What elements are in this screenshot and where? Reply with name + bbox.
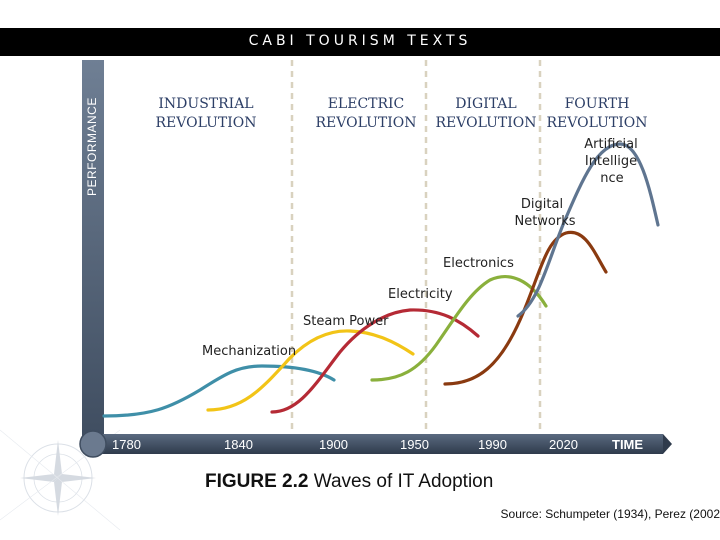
axis-origin <box>79 430 107 458</box>
x-tick-1950: 1950 <box>400 437 429 452</box>
wave-artificial-intelligence <box>516 142 660 318</box>
revolution-electric-line2: REVOLUTION <box>315 115 416 131</box>
wave-mechanization <box>102 364 336 418</box>
wave-label-ai-line1: Artificial <box>584 137 637 152</box>
source-note: Source: Schumpeter (1934), Perez (2002 <box>500 507 720 521</box>
header-title: CABI TOURISM TEXTS <box>248 33 472 49</box>
header-bar <box>0 28 720 56</box>
revolution-industrial-line1: INDUSTRIAL <box>158 96 253 112</box>
y-axis-label: PERFORMANCE <box>85 97 99 196</box>
revolution-industrial-line2: REVOLUTION <box>155 115 256 131</box>
x-tick-1780: 1780 <box>112 437 141 452</box>
figure-title: Waves of IT Adoption <box>313 471 494 492</box>
era-dividers <box>290 60 542 434</box>
x-axis-label: TIME <box>612 437 643 452</box>
x-axis-bar <box>98 434 663 454</box>
wave-electricity <box>270 308 480 414</box>
wave-electronics <box>370 275 548 382</box>
revolution-fourth-line1: FOURTH <box>565 96 630 112</box>
wave-label-electronics: Electronics <box>443 256 514 271</box>
revolution-electric-line1: ELECTRIC <box>328 96 405 112</box>
x-tick-1990: 1990 <box>478 437 507 452</box>
wave-label-electricity: Electricity <box>388 287 453 302</box>
wave-label-ai-line2: Intellige <box>585 154 637 169</box>
wave-label-digital-networks-line1: Digital <box>521 197 563 212</box>
x-tick-1900: 1900 <box>319 437 348 452</box>
revolution-digital-line2: REVOLUTION <box>435 115 536 131</box>
revolution-fourth-line2: REVOLUTION <box>546 115 647 131</box>
revolution-digital-line1: DIGITAL <box>455 96 516 112</box>
x-tick-1840: 1840 <box>224 437 253 452</box>
figure-caption: FIGURE 2.2 Waves of IT Adoption <box>205 471 493 493</box>
wave-label-mechanization: Mechanization <box>202 344 296 359</box>
wave-label-ai-line3: nce <box>600 171 623 186</box>
y-axis-bar <box>82 60 104 442</box>
x-axis-arrow <box>663 434 672 454</box>
x-tick-2020: 2020 <box>549 437 578 452</box>
wave-steam-power <box>206 329 415 412</box>
figure-number: FIGURE 2.2 <box>205 471 309 492</box>
wave-digital-networks <box>443 230 608 386</box>
wave-label-digital-networks-line2: Networks <box>514 214 575 229</box>
wave-label-steam-power: Steam Power <box>303 314 389 329</box>
